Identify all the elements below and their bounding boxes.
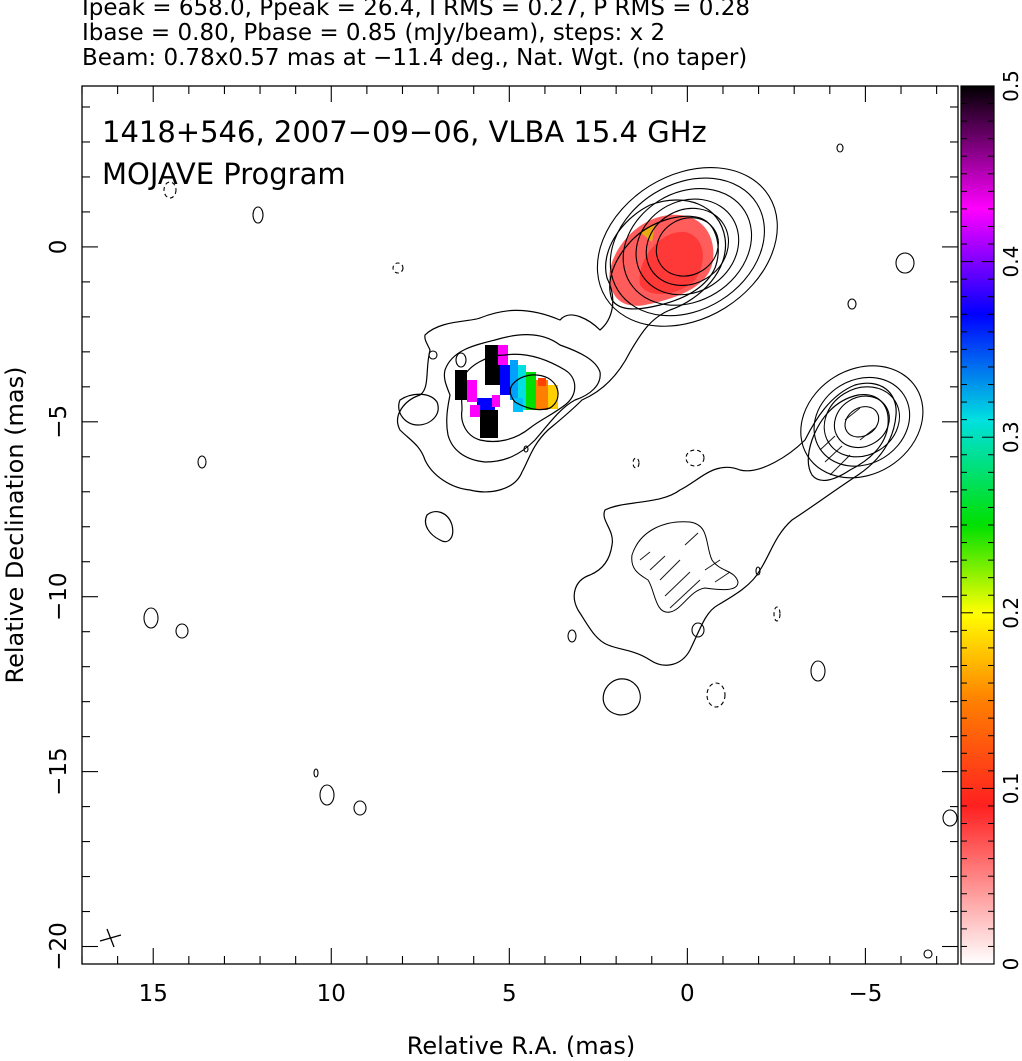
header-line-1: Ipeak = 658.0, Ppeak = 26.4, I RMS = 0.2… (82, 0, 751, 21)
hatching-lines-2 (819, 407, 876, 476)
contour-island (313, 768, 319, 778)
colorbar-ticks (961, 85, 994, 965)
contour-island (163, 181, 177, 199)
x-tick-label: 0 (680, 981, 695, 1007)
contour-island (755, 566, 761, 576)
contour-blob-lower (424, 511, 454, 543)
y-tick-label: −10 (46, 572, 72, 621)
core-contour-ring (622, 188, 753, 306)
contour-island (691, 622, 705, 638)
knot-contour-ring (844, 406, 880, 438)
contour-island (895, 252, 915, 274)
axis-tick-labels: 15 10 5 0 −5 0 −5 −10 −15 −20 (46, 240, 882, 1007)
x-axis-label: Relative R.A. (mas) (407, 1032, 635, 1060)
core-contour-ring (655, 217, 719, 277)
contour-blob-left (398, 393, 439, 426)
contour-island (810, 660, 826, 682)
contour-island (392, 262, 404, 274)
plot-frame (81, 85, 959, 965)
contour-island (252, 206, 264, 224)
panel-label-title: 1418+546, 2007−09−06, VLBA 15.4 GHz (102, 115, 707, 149)
x-tick-label: −5 (848, 981, 882, 1007)
header-line-3: Beam: 0.78x0.57 mas at −11.4 deg., Nat. … (82, 45, 748, 71)
panel-label-program: MOJAVE Program (102, 157, 346, 191)
contour-island (942, 809, 958, 827)
contour-island (428, 350, 438, 360)
core-contour-ring (609, 177, 765, 317)
contour-core-tail (609, 215, 719, 310)
contour-jet-3 (460, 353, 576, 443)
contour-knot-envelope (807, 394, 889, 482)
contour-island (685, 449, 705, 467)
axis-ticks (81, 86, 958, 964)
knot-contour-ring (800, 365, 924, 479)
colorbar-tick-label: 0.2 (999, 597, 1022, 629)
contour-jet-4 (509, 374, 559, 411)
core-contour-ring (596, 167, 778, 327)
y-tick-label: −20 (46, 922, 72, 971)
header-line-2: Ibase = 0.80, Pbase = 0.85 (mJy/beam), s… (82, 20, 666, 46)
contour-island (319, 784, 335, 806)
contour-island (197, 455, 207, 469)
colorbar-tick-labels: 0 0.1 0.2 0.3 0.4 0.5 (999, 70, 1022, 970)
y-tick-label: 0 (46, 240, 72, 255)
knot-contours (800, 365, 924, 479)
core-contours (596, 167, 778, 327)
contour-island (706, 682, 726, 708)
colorbar-tick-label: 0.3 (999, 421, 1022, 453)
contour-island (353, 800, 367, 816)
knot-contour-ring (813, 376, 911, 467)
y-tick-label: −5 (46, 405, 72, 439)
contour-outer-jet (397, 199, 727, 493)
colorbar-tick-label: 0 (999, 958, 1022, 971)
contour-map (143, 143, 958, 959)
contour-lower-jet (573, 382, 897, 666)
colorbar-tick-label: 0.1 (999, 772, 1022, 804)
y-axis-label: Relative Declination (mas) (1, 366, 29, 683)
hatched-region-1 (631, 521, 739, 613)
contour-island (567, 629, 577, 643)
polarized-core-fill-inner (639, 231, 703, 295)
x-tick-label: 10 (317, 981, 346, 1007)
x-tick-label: 15 (139, 981, 168, 1007)
contour-jet-2 (443, 334, 601, 463)
contour-island (773, 606, 781, 622)
contour-blob-bottom (602, 678, 641, 716)
hatching-lines-1 (639, 532, 731, 609)
core-contour-ring (635, 198, 740, 296)
colorbar-tick-label: 0.5 (999, 70, 1022, 102)
contour-island (632, 457, 640, 469)
contour-island (455, 352, 467, 368)
contour-island (836, 143, 844, 153)
knot-contour-ring (833, 395, 890, 449)
colorbar-tick-label: 0.4 (999, 246, 1022, 278)
contour-island (143, 607, 159, 629)
contour-island (523, 445, 529, 453)
core-contour-ring (645, 207, 730, 286)
polarized-core-edge (640, 225, 655, 242)
contour-island (175, 623, 189, 639)
beam-symbol (99, 928, 122, 948)
contour-island (923, 949, 933, 959)
contour-island (847, 298, 857, 310)
y-tick-label: −15 (46, 747, 72, 796)
x-tick-label: 5 (502, 981, 517, 1007)
